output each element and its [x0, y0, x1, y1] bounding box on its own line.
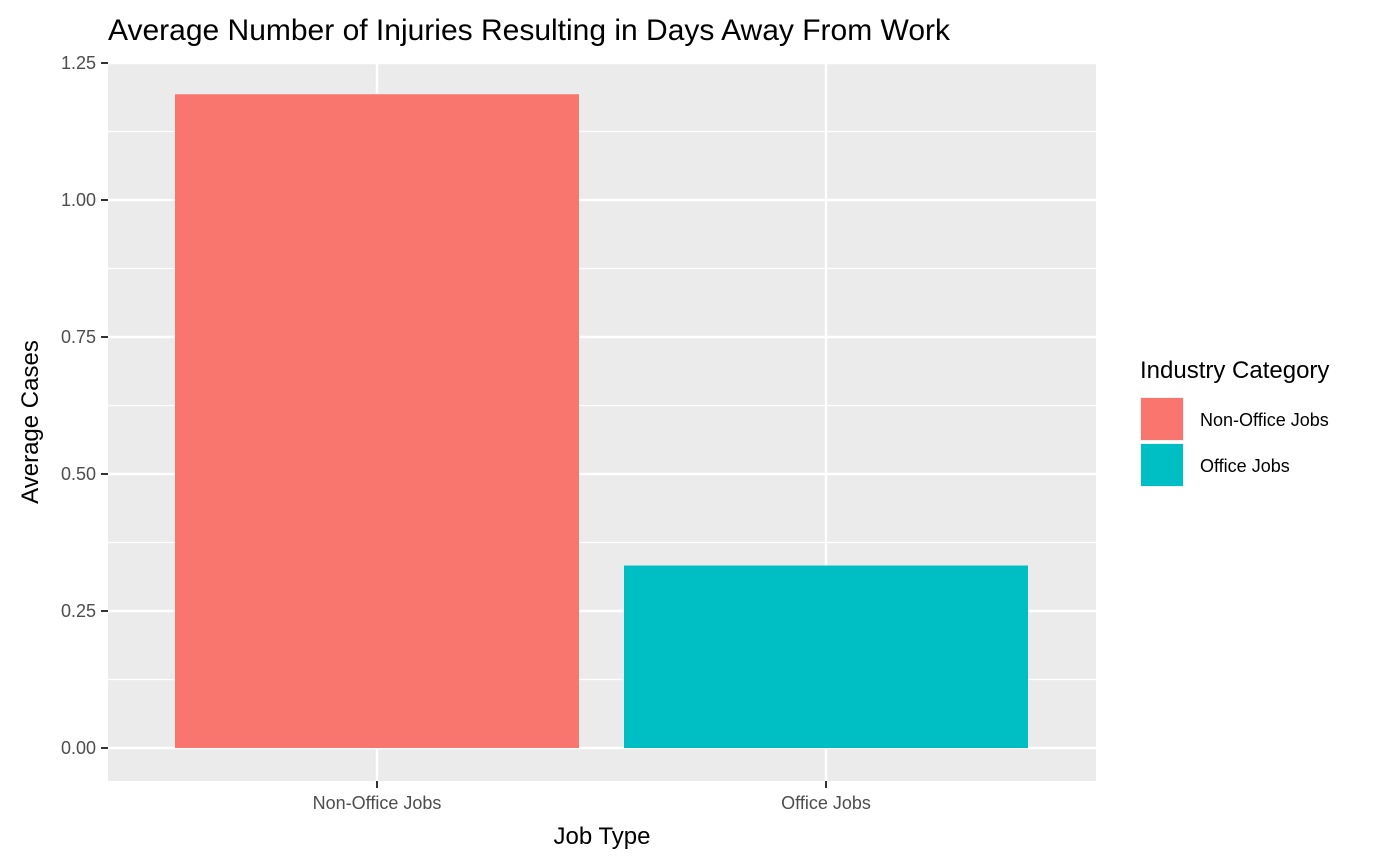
- x-axis: Non-Office Jobs Office Jobs: [313, 781, 871, 813]
- bar: [175, 94, 579, 748]
- y-tick-label: 0.00: [61, 738, 96, 758]
- legend-key: [1141, 398, 1183, 440]
- y-tick-label: 0.25: [61, 601, 96, 621]
- legend-key: [1141, 444, 1183, 486]
- bar: [624, 565, 1028, 748]
- x-tick-label: Non-Office Jobs: [313, 793, 442, 813]
- x-tick-label: Office Jobs: [781, 793, 871, 813]
- y-tick-label: 1.00: [61, 190, 96, 210]
- legend-label: Office Jobs: [1200, 456, 1290, 476]
- y-axis: 0.00 0.25 0.50 0.75 1.00 1.25: [61, 53, 108, 758]
- chart-title: Average Number of Injuries Resulting in …: [108, 14, 951, 47]
- legend-title: Industry Category: [1140, 357, 1329, 384]
- legend-label: Non-Office Jobs: [1200, 410, 1329, 430]
- y-tick-label: 0.50: [61, 464, 96, 484]
- bars: [175, 94, 1028, 748]
- y-axis-title: Average Cases: [17, 340, 44, 504]
- y-tick-label: 0.75: [61, 327, 96, 347]
- x-axis-title: Job Type: [554, 823, 651, 850]
- legend: Industry Category Non-Office Jobs Office …: [1140, 357, 1329, 487]
- y-tick-label: 1.25: [61, 53, 96, 73]
